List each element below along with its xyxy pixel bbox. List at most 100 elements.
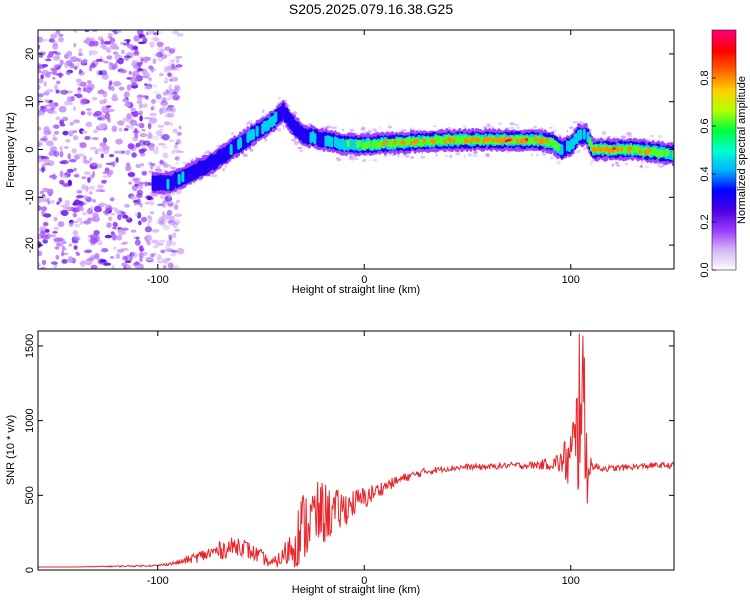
spectrogram-noise-cell [48, 143, 54, 146]
spectrogram-noise-cell [172, 47, 177, 53]
spectrogram-noise-cell [59, 59, 64, 66]
spectrogram-noise-cell [108, 216, 113, 222]
spectrogram-noise-cell [106, 169, 114, 175]
spectrogram-noise-cell [155, 130, 163, 136]
spectrogram-noise-cell [79, 142, 87, 149]
spectrogram-noise-cell [41, 259, 47, 266]
spectrogram-halo-cell [658, 134, 663, 139]
spectrogram-noise-cell [137, 30, 144, 36]
spectrogram-noise-cell [123, 127, 129, 132]
colorbar-slice [712, 64, 736, 67]
spectrogram-ridge-cell [432, 139, 436, 144]
colorbar-slice [712, 46, 736, 49]
spectrogram-halo-cell [191, 158, 195, 161]
spectrogram-noise-cell [38, 262, 41, 268]
spectrogram-noise-cell [131, 62, 135, 67]
spectrogram-halo-cell [292, 111, 298, 115]
spectrogram-noise-cell [79, 261, 85, 265]
spectrogram-noise-cell [144, 56, 152, 62]
colorbar-slice [712, 72, 736, 75]
spectrogram-halo-cell [498, 121, 502, 126]
spectrogram-noise-cell [85, 249, 93, 253]
colorbar-slice [712, 182, 736, 185]
colorbar-slice [712, 194, 736, 197]
spectrogram-noise-cell [172, 221, 178, 229]
colorbar: 0.0 0.2 0.4 0.6 0.8 Normalized spectral ampl… [699, 29, 748, 278]
spectrogram-noise-cell [81, 211, 88, 216]
colorbar-slice [712, 90, 736, 93]
spectrogram-halo-cell [170, 166, 175, 169]
spectrogram-noise-cell [85, 37, 91, 45]
spectrogram-noise-cell [49, 174, 55, 179]
spectrogram-noise-cell [53, 175, 58, 179]
spectrogram-noise-cell [52, 43, 59, 50]
chart-title: S205.2025.079.16.38.G25 [289, 1, 453, 17]
spectrogram-noise-cell [103, 262, 112, 266]
spectrogram-halo-cell [212, 174, 218, 178]
spectrogram-noise-cell [153, 36, 159, 43]
spectrogram-noise-cell [101, 179, 107, 184]
spectrogram-ridge-cell [638, 148, 642, 154]
spectrogram-noise-cell [155, 146, 159, 150]
colorbar-slice [712, 118, 736, 121]
spectrogram-noise-cell [103, 60, 109, 64]
colorbar-slice [712, 180, 736, 183]
colorbar-slice [712, 62, 736, 65]
colorbar-slice [712, 94, 736, 97]
colorbar-ticks: 0.0 0.2 0.4 0.6 0.8 [699, 70, 716, 278]
spectrogram-halo-cell [168, 164, 172, 168]
spectrogram-noise-cell [56, 201, 60, 205]
spectrogram-noise-cell [90, 63, 96, 69]
spectrogram-noise-cell [58, 33, 64, 37]
spectrogram-noise-cell [99, 203, 108, 206]
spectrogram-noise-cell [139, 152, 146, 157]
spectrogram-noise-cell [76, 58, 80, 62]
spectrogram-noise-cell [162, 265, 167, 269]
spectrogram-noise-cell [38, 158, 42, 163]
spectrogram-noise-cell [125, 164, 132, 172]
spectrogram-ridge-cell [422, 138, 426, 144]
spectrogram-noise-cell [122, 98, 129, 102]
spectrogram-noise-cell [38, 126, 42, 131]
spectrogram-noise-cell [106, 55, 113, 60]
colorbar-slice [712, 172, 736, 175]
spectrogram-noise-cell [98, 123, 107, 130]
spectrogram-noise-cell [172, 76, 179, 82]
spectrogram-noise-cell [162, 152, 169, 159]
spectrogram-x-tick-label: 0 [361, 274, 367, 286]
spectrogram-noise-cell [84, 30, 90, 33]
spectrogram-noise-cell [154, 165, 161, 170]
spectrogram-noise-cell [160, 100, 169, 106]
spectrogram-noise-cell [156, 51, 163, 58]
spectrogram-noise-cell [69, 121, 74, 126]
spectrogram-noise-cell [163, 261, 171, 267]
spectrogram-halo-cell [374, 129, 378, 132]
spectrogram-noise-cell [158, 216, 166, 224]
spectrogram-noise-cell [94, 149, 98, 154]
spectrogram-halo-cell [576, 149, 581, 154]
spectrogram-halo-cell [297, 146, 303, 150]
colorbar-slice [712, 190, 736, 193]
colorbar-slice [712, 152, 736, 155]
spectrogram-noise-cell [59, 119, 64, 126]
spectrogram-halo-cell [401, 129, 407, 132]
spectrogram-noise-cell [90, 254, 96, 261]
spectrogram-noise-cell [90, 147, 97, 150]
colorbar-slice [712, 136, 736, 139]
colorbar-slice [712, 242, 736, 245]
spectrogram-noise-cell [42, 64, 49, 68]
spectrogram-halo-cell [659, 166, 663, 169]
spectrogram-noise-cell [169, 241, 177, 246]
colorbar-slice [712, 200, 736, 203]
colorbar-slice [712, 84, 736, 87]
spectrogram-noise-cell [80, 59, 86, 66]
spectrogram-noise-cell [68, 130, 74, 137]
spectrogram-noise-cell [134, 123, 142, 127]
spectrogram-halo-cell [611, 163, 615, 166]
spectrogram-noise-cell [67, 54, 72, 59]
colorbar-slice [712, 252, 736, 255]
spectrogram-noise-cell [149, 41, 155, 48]
spectrogram-halo-cell [640, 160, 645, 164]
spectrogram-noise-cell [57, 36, 64, 43]
